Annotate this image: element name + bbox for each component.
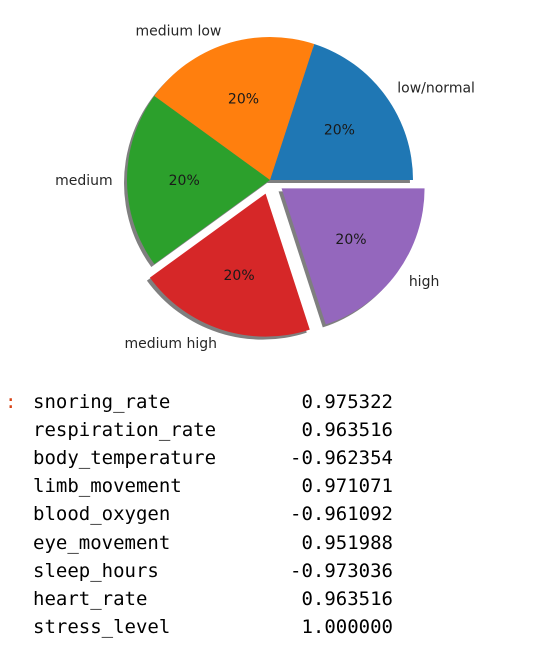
output-row: snoring_rate 0.975322: [33, 388, 393, 416]
correlation-value: 0.951988: [301, 531, 393, 554]
category-label-medium: medium: [55, 173, 113, 189]
output-row: blood_oxygen -0.961092: [33, 500, 393, 528]
output-prompt: :: [5, 391, 17, 413]
slice-high: [281, 188, 425, 325]
category-label-high: high: [409, 274, 440, 290]
pct-label-medium-high: 20%: [224, 268, 255, 284]
correlation-value: -0.973036: [290, 559, 393, 582]
slice-low-normal: [270, 43, 413, 180]
pie-chart: 20% low/normal 20% medium low 20% medium 20% me…: [55, 23, 475, 352]
feature-name: body_temperature: [33, 447, 217, 470]
feature-name: sleep_hours: [33, 559, 159, 582]
correlation-value: 1.000000: [301, 615, 393, 638]
feature-name: snoring_rate: [33, 391, 171, 413]
output-row: sleep_hours -0.973036: [33, 557, 393, 585]
pct-label-low-normal: 20%: [324, 123, 355, 139]
pie-labels: 20% low/normal 20% medium low 20% medium 20% me…: [55, 23, 475, 352]
feature-name: stress_level: [33, 615, 171, 638]
output-row: stress_level 1.000000: [33, 613, 393, 641]
category-label-low-normal: low/normal: [397, 81, 475, 97]
pct-label-high: 20%: [335, 232, 366, 248]
slice-medium-low: [154, 36, 315, 180]
correlation-value: 0.963516: [301, 587, 393, 610]
category-label-medium-high: medium high: [124, 336, 217, 352]
output-row: limb_movement 0.971071: [33, 472, 393, 500]
category-label-medium-low: medium low: [135, 23, 221, 39]
correlation-value: -0.961092: [290, 503, 393, 526]
pct-label-medium-low: 20%: [228, 91, 259, 107]
correlation-value: 0.975322: [301, 391, 393, 413]
pie-slices: [127, 36, 425, 337]
feature-name: eye_movement: [33, 531, 171, 554]
output-row: body_temperature -0.962354: [33, 444, 393, 472]
feature-name: heart_rate: [33, 587, 148, 610]
feature-name: limb_movement: [33, 475, 182, 498]
output-row: respiration_rate 0.963516: [33, 416, 393, 444]
feature-name: respiration_rate: [33, 419, 217, 442]
feature-name: blood_oxygen: [33, 503, 171, 526]
correlation-value: 0.963516: [301, 419, 393, 442]
output-row: eye_movement 0.951988: [33, 529, 393, 557]
output-row: heart_rate 0.963516: [33, 585, 393, 613]
slice-medium-high: [149, 193, 310, 337]
pct-label-medium: 20%: [169, 173, 200, 189]
correlation-value: -0.962354: [290, 447, 393, 470]
correlation-value: 0.971071: [301, 475, 393, 498]
slice-medium: [127, 95, 270, 265]
